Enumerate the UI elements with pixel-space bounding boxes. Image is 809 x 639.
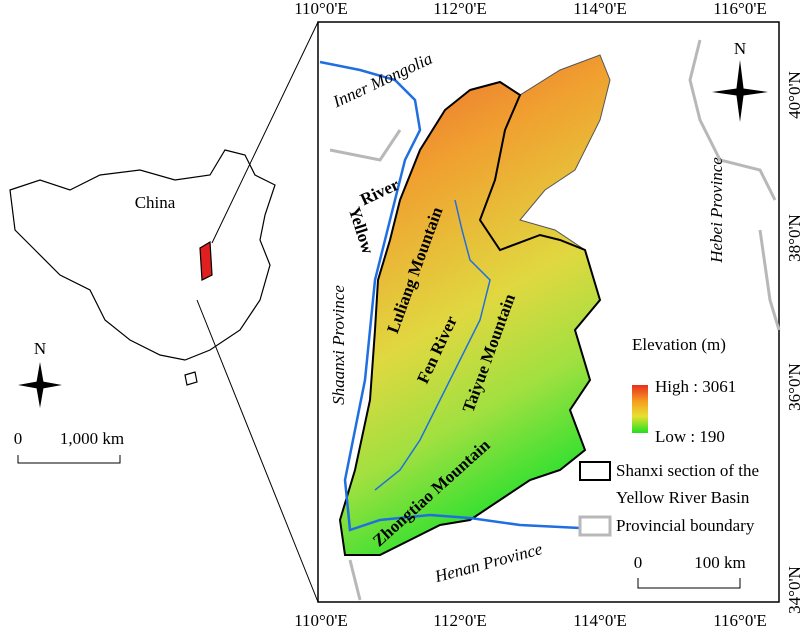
inset-title: China: [135, 193, 176, 212]
top-tick-label: 116°0'E: [713, 0, 767, 18]
top-tick-label: 112°0'E: [433, 0, 487, 18]
legend-title: Elevation (m): [632, 335, 726, 354]
china-inset: [9, 149, 276, 386]
bottom-tick-label: 110°0'E: [294, 611, 348, 630]
bottom-ticks: 110°0'E 112°0'E 114°0'E 116°0'E: [294, 611, 767, 630]
basin-boundary: [338, 80, 602, 556]
province-boundaries: [329, 39, 781, 601]
scale-bar: [637, 578, 741, 589]
zoom-line: [196, 299, 319, 603]
scale-bar: [17, 455, 121, 464]
top-tick-label: 110°0'E: [294, 0, 348, 18]
scale-end: 100 km: [694, 553, 745, 572]
region-label: Hebei Province: [707, 157, 726, 264]
legend-boundary: Provincial boundary: [616, 516, 755, 535]
right-tick-label: 34°0'N: [785, 566, 804, 614]
legend-basin: Shanxi section of the: [616, 461, 759, 480]
scale-end: 1,000 km: [60, 429, 124, 448]
elevation-ramp: [632, 385, 648, 433]
region-label: Shaanxi Province: [329, 285, 348, 405]
north-label: N: [734, 39, 746, 58]
north-label: N: [34, 339, 46, 358]
legend-basin-swatch: [579, 461, 611, 481]
north-arrow: [712, 60, 768, 122]
north-arrow: [18, 362, 62, 408]
legend-high: High : 3061: [655, 377, 736, 396]
top-tick-label: 114°0'E: [573, 0, 627, 18]
top-ticks: 110°0'E 112°0'E 114°0'E 116°0'E: [294, 0, 767, 18]
yellow-river: [319, 60, 581, 532]
bottom-tick-label: 112°0'E: [433, 611, 487, 630]
right-tick-label: 38°0'N: [785, 214, 804, 262]
scale-start: 0: [634, 553, 643, 572]
right-ticks: 40°0'N 38°0'N 36°0'N 34°0'N: [785, 71, 804, 614]
right-tick-label: 40°0'N: [785, 71, 804, 119]
legend-low: Low : 190: [655, 427, 725, 446]
bottom-tick-label: 116°0'E: [713, 611, 767, 630]
zoom-line: [211, 21, 319, 244]
right-tick-label: 36°0'N: [785, 363, 804, 411]
scale-start: 0: [14, 429, 23, 448]
bottom-tick-label: 114°0'E: [573, 611, 627, 630]
legend-boundary-swatch: [578, 515, 612, 537]
legend-basin: Yellow River Basin: [616, 488, 750, 507]
fen-river: [374, 199, 491, 491]
